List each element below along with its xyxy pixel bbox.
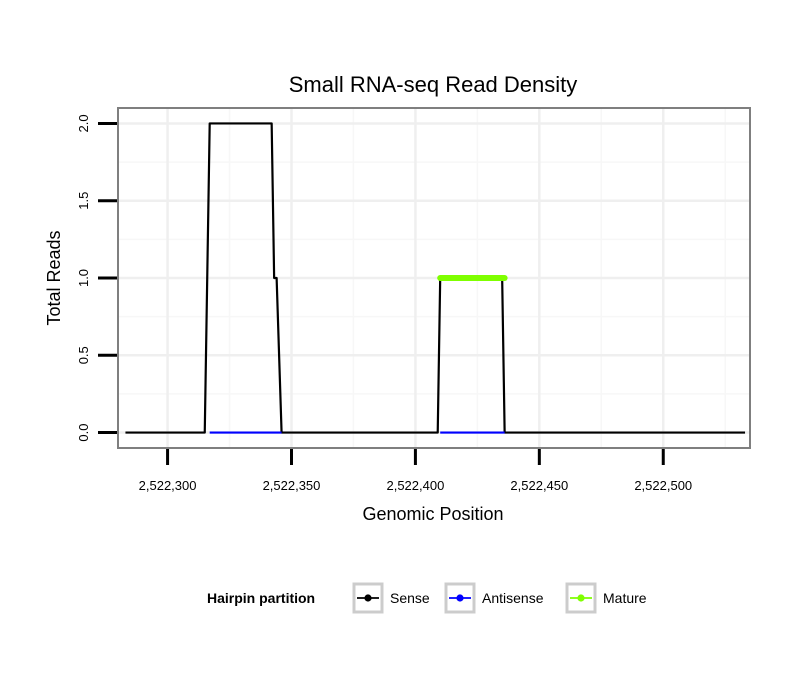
series-layer — [125, 122, 746, 434]
y-axis-label: Total Reads — [44, 230, 64, 325]
legend: Hairpin partition Sense Antisense Mature — [207, 582, 647, 614]
y-tick-label: 1.5 — [76, 192, 91, 210]
x-tick-label: 2,522,450 — [510, 478, 568, 493]
legend-label-sense: Sense — [390, 590, 430, 606]
plot-border — [117, 107, 751, 449]
y-tick-label: 0.0 — [76, 424, 91, 442]
legend-label-mature: Mature — [603, 590, 647, 606]
x-axis-label: Genomic Position — [362, 504, 503, 524]
chart-title: Small RNA-seq Read Density — [289, 72, 578, 97]
legend-point-antisense — [456, 594, 464, 602]
y-tick-label: 0.5 — [76, 346, 91, 364]
legend-title: Hairpin partition — [207, 590, 315, 606]
legend-point-sense — [364, 594, 372, 602]
y-tick-label: 1.0 — [76, 269, 91, 287]
legend-point-mature — [577, 594, 585, 602]
x-tick-label: 2,522,500 — [634, 478, 692, 493]
y-tick-label: 2.0 — [76, 114, 91, 132]
x-tick-label: 2,522,400 — [386, 478, 444, 493]
y-axis: 0.0 0.5 1.0 1.5 2.0 — [76, 114, 117, 442]
x-tick-label: 2,522,300 — [139, 478, 197, 493]
legend-label-antisense: Antisense — [482, 590, 544, 606]
x-axis: 2,522,300 2,522,350 2,522,400 2,522,450 2,52… — [139, 449, 692, 493]
x-tick-label: 2,522,350 — [263, 478, 321, 493]
